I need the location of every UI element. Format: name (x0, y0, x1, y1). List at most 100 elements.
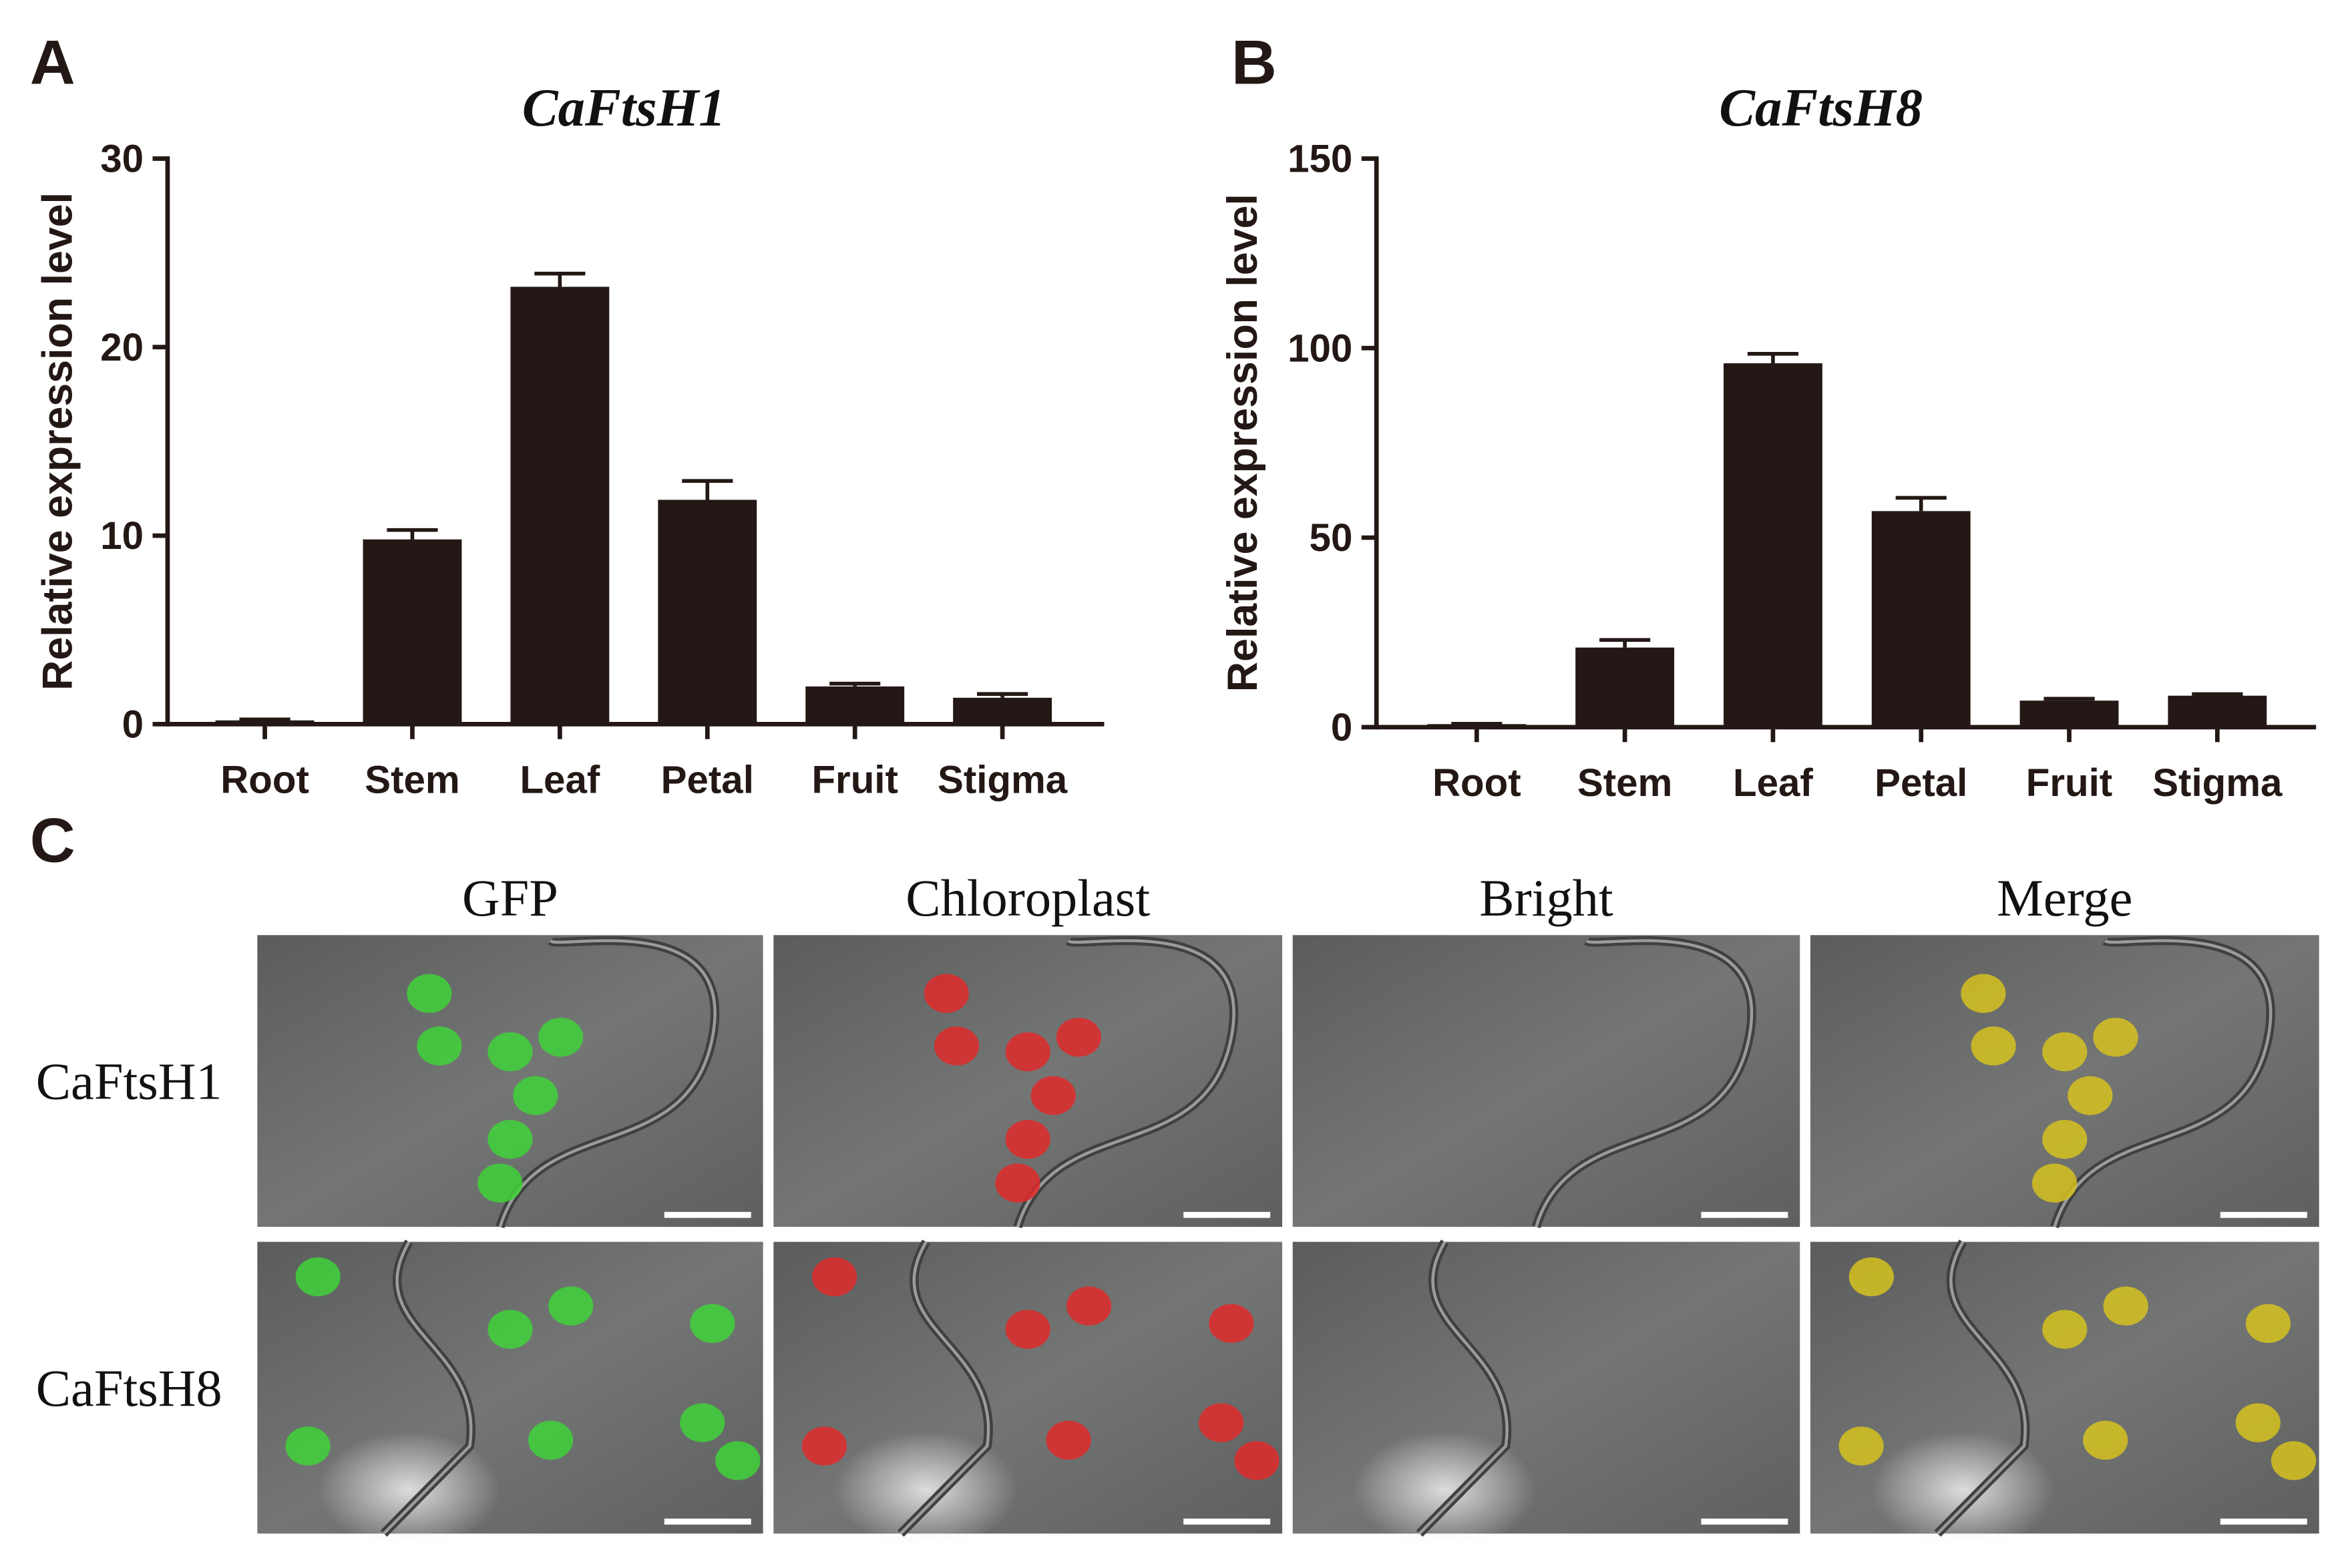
fluorescent-spot (2083, 1420, 2128, 1460)
y-tick-label: 30 (100, 138, 144, 181)
fluorescent-spot (477, 1163, 523, 1203)
fluorescent-spot (528, 1420, 574, 1460)
y-axis-label: Relative expression level (35, 192, 81, 691)
fluorescent-spot (812, 1257, 857, 1297)
row-label: CaFtsH8 (36, 1359, 222, 1417)
fluorescent-spot (2031, 1163, 2078, 1203)
chart-title: CaFtsH8 (1719, 78, 1923, 138)
fluorescent-spot (2068, 1076, 2113, 1115)
fluorescent-spot (680, 1403, 725, 1442)
cell-wall-highlight (900, 1241, 990, 1535)
x-tick-label: Leaf (520, 758, 600, 801)
cell-wall-highlight (1016, 939, 1235, 1227)
x-tick-label: Fruit (811, 758, 898, 801)
fluorescent-spot (1046, 1420, 1091, 1460)
x-tick-label: Stem (365, 758, 459, 801)
y-tick-label: 0 (1331, 706, 1352, 749)
micrograph-background (1292, 935, 1800, 1227)
bar (1723, 363, 1822, 727)
micrograph (1292, 1239, 1800, 1549)
bar (658, 500, 757, 725)
cell-wall-highlight (498, 939, 717, 1227)
fluorescent-spot (1961, 974, 2006, 1013)
fluorescent-spot (538, 1018, 584, 1057)
y-axis-label: Relative expression level (1219, 194, 1266, 692)
fluorescent-spot (924, 974, 969, 1013)
fluorescent-spot (1005, 1032, 1050, 1072)
fluorescent-spot (548, 1286, 594, 1326)
cell-wall-highlight (1535, 939, 1753, 1227)
fluorescent-spot (934, 1026, 980, 1066)
cell-wall-highlight (1418, 1241, 1509, 1535)
fluorescent-spot (417, 1026, 462, 1066)
micrograph (773, 1239, 1283, 1549)
x-tick-label: Root (220, 758, 309, 801)
fluorescent-spot (285, 1426, 331, 1466)
column-header: Chloroplast (906, 869, 1150, 927)
fluorescent-spot (487, 1310, 533, 1349)
micrograph (1810, 1239, 2319, 1549)
column-header: Bright (1479, 869, 1613, 927)
bar (1575, 647, 1675, 727)
fluorescent-spot (513, 1076, 558, 1115)
micrograph (257, 935, 763, 1229)
bar (2019, 701, 2119, 727)
column-header: Merge (1997, 869, 2132, 927)
x-tick-label: Fruit (2026, 761, 2112, 805)
fluorescent-spot (1199, 1403, 1244, 1442)
x-tick-label: Stem (1577, 761, 1672, 805)
fluorescent-spot (2235, 1403, 2281, 1442)
fluorescent-spot (1056, 1018, 1101, 1057)
fluorescent-spot (2042, 1032, 2088, 1072)
y-tick-label: 20 (100, 326, 144, 369)
panel-label: B (1231, 27, 1277, 97)
fluorescent-spot (1234, 1441, 1280, 1481)
fluorescent-spot (690, 1304, 735, 1344)
fluorescent-spot (487, 1032, 533, 1072)
bar (2168, 695, 2267, 727)
fluorescent-spot (2042, 1310, 2088, 1349)
micrograph (1292, 935, 1800, 1229)
fluorescent-spot (1030, 1076, 1076, 1115)
bar (1871, 511, 1971, 727)
y-tick-label: 50 (1310, 516, 1353, 560)
panel-label: A (30, 27, 75, 97)
panel-label: C (30, 805, 75, 875)
chart-title: CaFtsH1 (522, 78, 726, 138)
fluorescent-spot (2271, 1441, 2317, 1481)
bar (510, 286, 610, 725)
fluorescent-spot (2093, 1018, 2138, 1057)
y-tick-label: 150 (1288, 138, 1352, 181)
cell-wall-highlight (1936, 1241, 2027, 1535)
bar (805, 686, 905, 725)
fluorescent-spot (715, 1441, 761, 1481)
micrograph (257, 1239, 763, 1549)
fluorescent-spot (295, 1257, 341, 1297)
fluorescent-spot (1005, 1119, 1050, 1159)
cell-wall-highlight (383, 1241, 473, 1535)
cell-wall-highlight (2053, 939, 2273, 1227)
row-label: CaFtsH1 (36, 1052, 222, 1111)
fluorescent-spot (1838, 1426, 1884, 1466)
micrograph (773, 935, 1283, 1229)
fluorescent-spot (1971, 1026, 2016, 1066)
fluorescent-spot (1848, 1257, 1894, 1297)
column-header: GFP (462, 869, 558, 927)
fluorescent-spot (2103, 1286, 2148, 1326)
bar (953, 697, 1052, 725)
y-tick-label: 0 (122, 703, 144, 747)
y-tick-label: 10 (100, 514, 144, 558)
bar (363, 539, 462, 725)
fluorescent-spot (801, 1426, 847, 1466)
fluorescent-spot (995, 1163, 1040, 1203)
x-tick-label: Leaf (1733, 761, 1813, 805)
fluorescent-spot (1209, 1304, 1254, 1344)
x-tick-label: Petal (1875, 761, 1967, 805)
fluorescent-spot (1066, 1286, 1112, 1326)
fluorescent-spot (1005, 1310, 1050, 1349)
x-tick-label: Stigma (938, 758, 1068, 801)
x-tick-label: Root (1432, 761, 1521, 805)
micrograph (1810, 935, 2319, 1229)
fluorescent-spot (487, 1119, 533, 1159)
